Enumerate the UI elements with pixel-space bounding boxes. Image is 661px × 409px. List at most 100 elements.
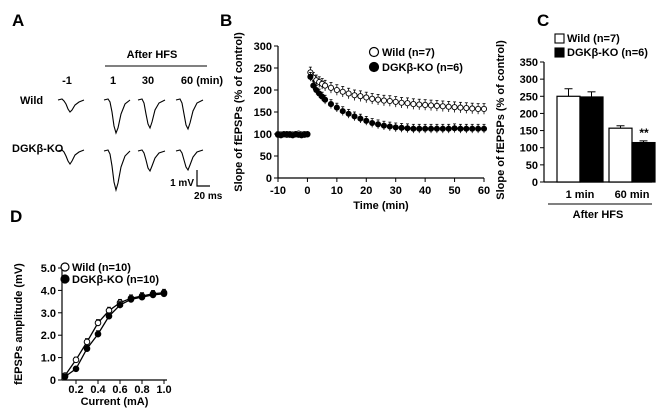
scale-bar-voltage: 1 mV	[170, 178, 194, 189]
data-point-ko	[410, 125, 417, 132]
row-label-wild: Wild	[20, 95, 43, 107]
data-point-ko	[327, 101, 335, 108]
data-point-ko	[392, 124, 399, 131]
x-tick-label: 0.2	[68, 384, 83, 396]
data-point-ko	[105, 312, 113, 320]
data-point-ko	[398, 124, 405, 131]
data-point-ko	[469, 125, 476, 132]
data-point-wild	[457, 104, 464, 111]
trace-wild-m1	[57, 98, 85, 113]
y-axis-title: Slope of fEPSPs (% of control)	[495, 40, 507, 200]
x-tick-label: 50	[448, 185, 460, 197]
data-point-wild	[398, 99, 405, 106]
data-point-wild	[333, 86, 340, 94]
data-point-wild	[339, 88, 346, 95]
category-label: 1 min	[566, 189, 595, 201]
data-point-ko	[375, 121, 382, 128]
data-point-ko	[463, 125, 470, 132]
data-point-ko	[72, 365, 80, 373]
y-tick-label: 1.0	[41, 353, 56, 365]
data-point-ko	[333, 104, 340, 111]
y-tick-label: 0	[266, 173, 272, 185]
legend-marker	[60, 274, 70, 284]
data-point-wild	[427, 102, 435, 109]
bar-wild	[556, 95, 581, 183]
bar-wild	[608, 127, 633, 183]
data-point-ko	[94, 330, 102, 338]
data-point-ko	[416, 125, 423, 132]
y-tick-label: 100	[254, 129, 272, 141]
time-label-60: 60 (min)	[181, 75, 224, 87]
x-axis-title: Current (mA)	[81, 396, 149, 408]
legend-label: Wild (n=7)	[567, 33, 620, 45]
data-point-wild	[72, 356, 80, 364]
x-tick-label: 0.4	[90, 384, 106, 396]
panel-label-a: A	[12, 11, 24, 30]
data-point-ko	[480, 125, 488, 132]
bar-ko	[631, 141, 656, 183]
data-point-wild	[404, 100, 411, 107]
y-tick-label: 2.0	[41, 330, 56, 342]
legend-marker	[60, 262, 70, 272]
y-tick-label: 4.0	[41, 285, 56, 297]
row-label-ko: DGKβ-KO	[12, 143, 64, 155]
data-point-ko	[363, 117, 370, 124]
trace-wild-60	[175, 98, 204, 131]
y-tick-label: 200	[520, 108, 538, 120]
data-point-wild	[94, 319, 102, 327]
data-point-ko	[307, 73, 314, 80]
data-point-wild	[469, 105, 476, 112]
after-hfs-header: After HFS	[127, 49, 178, 61]
y-tick-label: 200	[254, 85, 272, 97]
category-label: 60 min	[615, 189, 650, 201]
time-label-1: 1	[110, 75, 116, 87]
data-point-wild	[422, 101, 429, 109]
x-tick-label: 30	[390, 185, 402, 197]
y-tick-label: 100	[520, 143, 538, 155]
data-point-wild	[439, 103, 446, 110]
trace-wild-30	[137, 98, 166, 130]
y-tick-label: 5.0	[41, 263, 56, 275]
trace-ko-1	[103, 149, 131, 193]
x-tick-label: 0.6	[112, 384, 127, 396]
data-point-wild	[380, 97, 387, 104]
data-point-ko	[138, 293, 146, 301]
data-point-wild	[327, 84, 335, 91]
data-point-wild	[369, 95, 376, 102]
trace-ko-30	[137, 149, 166, 173]
legend-label: DGKβ-KO (n=10)	[72, 274, 159, 286]
data-point-wild	[416, 101, 423, 108]
data-point-wild	[375, 96, 382, 103]
data-point-wild	[445, 103, 452, 110]
data-point-ko	[351, 113, 358, 120]
data-point-wild	[345, 90, 352, 97]
x-tick-label: 10	[331, 185, 343, 197]
legend-swatch	[554, 47, 565, 58]
panel-label-c: C	[537, 11, 549, 30]
data-point-ko	[310, 82, 317, 89]
fit-line-wild	[64, 291, 165, 376]
data-point-wild	[433, 102, 440, 109]
x-tick-label: 0	[304, 185, 310, 197]
y-tick-label: 50	[260, 151, 272, 163]
trace-ko-60	[175, 149, 204, 172]
legend-label: DGKβ-KO (n=6)	[567, 47, 648, 59]
x-tick-label: 40	[419, 185, 431, 197]
legend-swatch	[554, 33, 565, 44]
x-tick-label: -10	[270, 185, 286, 197]
data-point-ko	[439, 125, 446, 132]
data-point-wild	[392, 98, 399, 105]
time-label-m1: -1	[62, 75, 72, 87]
panel-c-chart: 0 50 100 150 200 250 300 350 Slope of fEPSPs (% …	[495, 33, 656, 221]
x-tick-label: 20	[360, 185, 372, 197]
panel-d-chart: 0 1.0 2.0 3.0 4.0 5.0 0.2 0.4 0.6 0.8 1.0 Current (…	[13, 262, 172, 408]
data-point-ko	[304, 131, 311, 138]
data-point-ko	[451, 125, 458, 132]
y-tick-label: 300	[520, 74, 538, 86]
significance-annotation: **	[639, 126, 649, 140]
data-point-ko	[127, 296, 135, 303]
panel-label-d: D	[10, 207, 22, 226]
data-point-ko	[380, 122, 387, 129]
